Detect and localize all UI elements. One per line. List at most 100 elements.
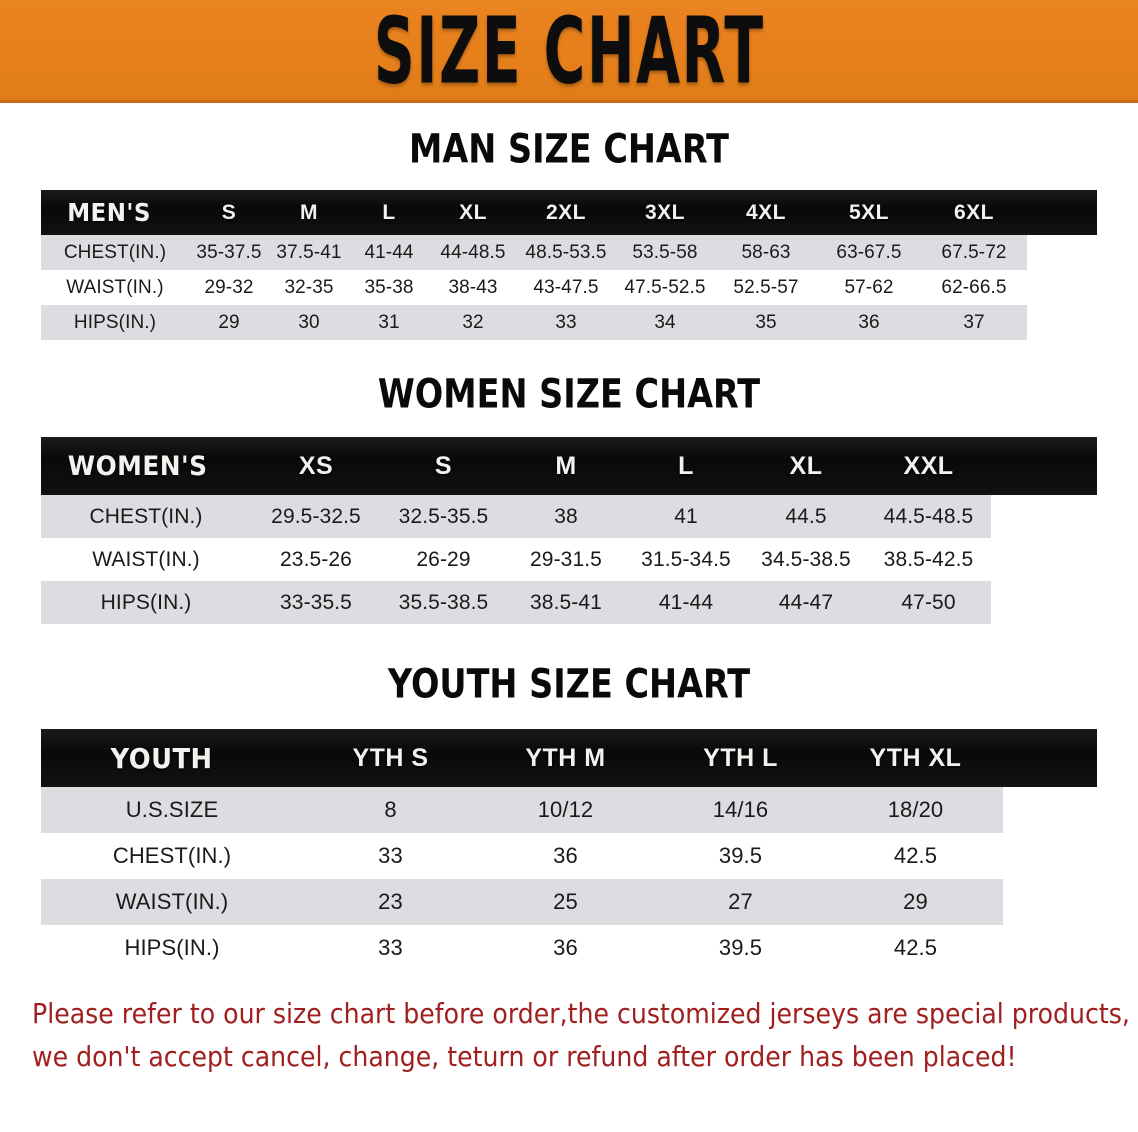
youth-size-header-m: YTH M (525, 743, 606, 772)
women-chest-spacer (991, 495, 1097, 538)
youth-waist-spacer (1003, 879, 1097, 925)
man-size-header-m: M (300, 200, 318, 224)
women-size-header-l: L (678, 451, 694, 480)
women-table-header-row: WOMEN'S XS S M L XL XXL (41, 437, 1097, 495)
women-size-header-xs: XS (298, 451, 334, 480)
man-hips-m: 30 (298, 311, 320, 333)
youth-row-label-hips: HIPS(IN.) (124, 935, 220, 960)
man-size-header-l: L (382, 200, 396, 224)
man-row-label-waist: WAIST(IN.) (66, 276, 164, 298)
man-size-header-5xl: 5XL (848, 200, 889, 224)
youth-chest-spacer (1003, 833, 1097, 879)
man-waist-s: 29-32 (204, 276, 254, 298)
man-chest-2xl: 48.5-53.5 (525, 241, 607, 263)
table-row: CHEST(IN.) 33 36 39.5 42.5 (41, 833, 1097, 879)
youth-chest-m: 36 (553, 843, 578, 868)
women-hips-xs: 33-35.5 (280, 590, 352, 614)
man-size-header-xl: XL (459, 200, 487, 224)
table-row: WAIST(IN.) 23 25 27 29 (41, 879, 1097, 925)
man-waist-2xl: 43-47.5 (533, 276, 599, 298)
table-row: U.S.SIZE 8 10/12 14/16 18/20 (41, 787, 1097, 833)
women-chest-xxl: 44.5-48.5 (883, 504, 974, 528)
women-row-label-hips: HIPS(IN.) (100, 590, 192, 614)
man-chest-m: 37.5-41 (276, 241, 342, 263)
women-hips-l: 41-44 (658, 590, 714, 614)
youth-hips-xl: 42.5 (893, 935, 938, 960)
man-waist-5xl: 57-62 (844, 276, 894, 298)
man-size-header-s: S (221, 200, 237, 224)
women-waist-m: 29-31.5 (530, 547, 602, 571)
women-waist-xs: 23.5-26 (280, 547, 352, 571)
youth-chest-s: 33 (378, 843, 403, 868)
man-hips-s: 29 (218, 311, 240, 333)
man-hips-6xl: 37 (963, 311, 985, 333)
youth-waist-l: 27 (728, 889, 753, 914)
man-chest-5xl: 63-67.5 (836, 241, 902, 263)
youth-size-header-s: YTH S (352, 743, 429, 772)
man-corner-label: MEN'S (67, 198, 151, 227)
women-row-label-chest: CHEST(IN.) (89, 504, 203, 528)
women-waist-s: 26-29 (416, 547, 471, 571)
table-row: HIPS(IN.) 33-35.5 35.5-38.5 38.5-41 41-4… (41, 581, 1097, 624)
youth-corner-label: YOUTH (110, 741, 213, 775)
women-chest-xs: 29.5-32.5 (271, 504, 361, 528)
man-hips-xl: 32 (462, 311, 484, 333)
man-waist-6xl: 62-66.5 (941, 276, 1007, 298)
man-waist-4xl: 52.5-57 (733, 276, 799, 298)
women-hips-xl: 44-47 (778, 590, 834, 614)
youth-ussize-l: 14/16 (712, 797, 769, 822)
man-size-table: MEN'S S M L XL 2XL 3XL 4XL 5XL 6XL CHEST… (41, 190, 1097, 340)
women-row-label-waist: WAIST(IN.) (92, 547, 200, 571)
man-size-table-container: MEN'S S M L XL 2XL 3XL 4XL 5XL 6XL CHEST… (41, 190, 1097, 340)
women-size-header-xxl: XXL (903, 451, 954, 480)
man-waist-m: 32-35 (284, 276, 334, 298)
man-size-header-6xl: 6XL (953, 200, 994, 224)
disclaimer-line-1: Please refer to our size chart before or… (31, 997, 1130, 1030)
youth-size-header-xl: YTH XL (869, 743, 962, 772)
man-hips-l: 31 (378, 311, 400, 333)
youth-chest-l: 39.5 (718, 843, 763, 868)
women-chest-xl: 44.5 (785, 504, 827, 528)
women-corner-label: WOMEN'S (67, 450, 208, 482)
man-hips-3xl: 34 (654, 311, 676, 333)
youth-size-table: YOUTH YTH S YTH M YTH L YTH XL U.S.SIZE … (41, 729, 1097, 971)
women-hips-xxl: 47-50 (901, 590, 956, 614)
man-hips-spacer (1027, 305, 1097, 340)
women-section-title: WOMEN SIZE CHART (377, 371, 761, 418)
man-section-title: MAN SIZE CHART (409, 126, 729, 173)
youth-waist-xl: 29 (903, 889, 928, 914)
man-chest-xl: 44-48.5 (440, 241, 506, 263)
table-row: WAIST(IN.) 29-32 32-35 35-38 38-43 43-47… (41, 270, 1097, 305)
women-size-header-spacer (991, 437, 1097, 495)
table-row: HIPS(IN.) 29 30 31 32 33 34 35 36 37 (41, 305, 1097, 340)
youth-hips-spacer (1003, 925, 1097, 971)
youth-row-label-waist: WAIST(IN.) (115, 889, 229, 914)
youth-waist-s: 23 (378, 889, 403, 914)
youth-size-table-container: YOUTH YTH S YTH M YTH L YTH XL U.S.SIZE … (41, 729, 1097, 971)
youth-chest-xl: 42.5 (893, 843, 938, 868)
page-title: SIZE CHART (373, 0, 765, 104)
women-waist-spacer (991, 538, 1097, 581)
man-chest-6xl: 67.5-72 (941, 241, 1007, 263)
women-size-table-container: WOMEN'S XS S M L XL XXL CHEST(IN.) 29.5-… (41, 437, 1097, 624)
man-row-label-chest: CHEST(IN.) (63, 241, 167, 263)
man-waist-l: 35-38 (364, 276, 414, 298)
youth-ussize-spacer (1003, 787, 1097, 833)
man-size-header-2xl: 2XL (545, 200, 586, 224)
table-row: CHEST(IN.) 35-37.5 37.5-41 41-44 44-48.5… (41, 235, 1097, 270)
women-chest-m: 38 (554, 504, 578, 528)
youth-waist-m: 25 (553, 889, 578, 914)
man-chest-s: 35-37.5 (196, 241, 262, 263)
man-waist-3xl: 47.5-52.5 (624, 276, 706, 298)
man-waist-xl: 38-43 (448, 276, 498, 298)
man-hips-2xl: 33 (555, 311, 577, 333)
man-chest-3xl: 53.5-58 (632, 241, 698, 263)
man-chest-l: 41-44 (364, 241, 414, 263)
man-size-header-4xl: 4XL (745, 200, 786, 224)
women-hips-m: 38.5-41 (530, 590, 602, 614)
women-waist-xl: 34.5-38.5 (761, 547, 851, 571)
table-row: WAIST(IN.) 23.5-26 26-29 29-31.5 31.5-34… (41, 538, 1097, 581)
youth-hips-m: 36 (553, 935, 578, 960)
women-hips-spacer (991, 581, 1097, 624)
man-chest-spacer (1027, 235, 1097, 270)
